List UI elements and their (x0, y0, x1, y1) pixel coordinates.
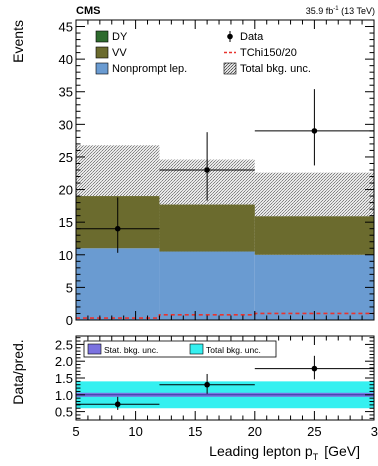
main-ytick-label: 35 (59, 85, 73, 100)
legend-nonprompt-label: Nonprompt lep. (112, 63, 187, 75)
stack-bar-0-0 (76, 248, 160, 320)
ratio-ytick-label: 1.0 (55, 388, 73, 403)
main-ytick-label: 0 (66, 313, 73, 328)
legend-total-unc: Total bkg. unc. (223, 62, 311, 75)
legend-dy-label: DY (112, 31, 128, 43)
legend-nonprompt: Nonprompt lep. (95, 62, 187, 75)
legend-vv-label: VV (112, 47, 127, 59)
stack-bar-1-1 (159, 204, 255, 252)
legend-total-unc-swatch (223, 62, 237, 75)
ratio-xtick-label: 15 (188, 424, 202, 439)
main-ytick-label: 25 (59, 150, 73, 165)
ratio-ytick-label: 2.0 (55, 354, 73, 369)
ratio-legend: Stat. bkg. unc. Total bkg. unc. (83, 340, 277, 358)
main-legend: DY VV Nonprompt lep. Data TChi150/20 Total bk… (95, 30, 311, 75)
stack-bar-0-2 (254, 254, 374, 320)
stack-bar-0-1 (159, 251, 255, 320)
legend-total-unc-label: Total bkg. unc. (240, 63, 311, 75)
legend-ratio-total-unc-label: Total bkg. unc. (206, 345, 261, 355)
main-ytick-label: 45 (59, 20, 73, 35)
data-point-1 (204, 167, 210, 173)
ratio-ytick-label: 0.5 (55, 405, 73, 420)
x-axis-label: Leading lepton pT [GeV] (209, 443, 360, 462)
y-axis-label-ratio: Data/pred. (10, 339, 26, 404)
ratio-legend-box (83, 340, 277, 358)
ratio-xtick-label: 20 (248, 424, 262, 439)
ratio-point-2 (311, 365, 318, 372)
data-point-0 (114, 225, 121, 232)
legend-signal: TChi150/20 (224, 47, 297, 59)
legend-data-marker (227, 33, 233, 40)
legend-ratio-total-unc-swatch (189, 343, 204, 355)
ratio-point-0 (114, 401, 121, 408)
ratio-xtick-label: 3 (371, 424, 378, 439)
main-ytick-label: 15 (59, 215, 73, 230)
main-ytick-label: 20 (59, 183, 73, 198)
data-point-2 (311, 128, 318, 134)
y-axis-label-events: Events (10, 20, 26, 63)
legend-dy-swatch (95, 30, 109, 43)
signal-line (76, 312, 374, 319)
legend-nonprompt-swatch (95, 62, 109, 75)
legend-stat-unc: Stat. bkg. unc. (87, 343, 158, 355)
legend-data: Data (227, 31, 264, 43)
legend-signal-label: TChi150/20 (240, 47, 297, 59)
legend-ratio-total-unc: Total bkg. unc. (189, 343, 261, 355)
legend-stat-unc-swatch (87, 343, 102, 355)
main-ytick-label: 30 (59, 117, 73, 132)
legend-vv-swatch (95, 46, 109, 59)
legend-vv: VV (95, 46, 127, 59)
ratio-ytick-label: 2.5 (55, 337, 73, 352)
main-ytick-label: 5 (66, 280, 73, 295)
ratio-xtick-label: 5 (72, 424, 79, 439)
legend-stat-unc-label: Stat. bkg. unc. (104, 345, 158, 355)
luminosity-label: 35.9 fb-1 (13 TeV) (306, 6, 375, 16)
experiment-label: CMS (76, 5, 100, 17)
main-ytick-label: 10 (59, 248, 73, 263)
main-ytick-label: 40 (59, 52, 73, 67)
ratio-ytick-label: 1.5 (55, 371, 73, 386)
ratio-xtick-label: 25 (307, 424, 321, 439)
ratio-xtick-label: 10 (128, 424, 142, 439)
legend-dy: DY (95, 30, 128, 43)
ratio-point-1 (204, 381, 210, 388)
stack-bar-1-2 (254, 216, 374, 255)
legend-data-label: Data (240, 31, 264, 43)
